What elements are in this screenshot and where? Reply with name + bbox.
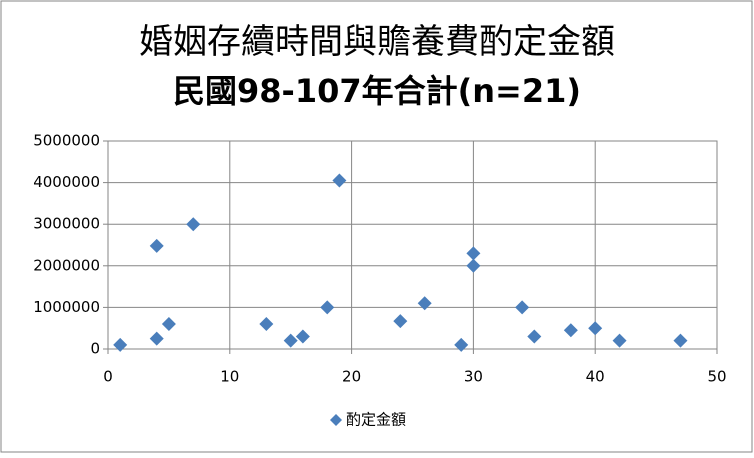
y-tick-label: 2000000 [33, 256, 100, 274]
x-tick-label: 30 [464, 368, 483, 386]
data-point [454, 337, 469, 352]
data-point [515, 300, 530, 315]
y-tick-label: 5000000 [33, 132, 100, 150]
y-tick-label: 0 [90, 340, 100, 358]
data-point [417, 296, 432, 311]
data-point [295, 329, 310, 344]
data-point [320, 300, 335, 315]
data-point [466, 246, 481, 261]
legend-marker [330, 414, 342, 426]
data-point [149, 331, 164, 346]
data-point [527, 329, 542, 344]
y-tick-label: 3000000 [33, 215, 100, 233]
data-point [161, 317, 176, 332]
y-tick-label: 1000000 [33, 298, 100, 316]
data-point [113, 337, 128, 352]
data-point [612, 333, 627, 348]
data-point [149, 238, 164, 253]
y-tick-label: 4000000 [33, 173, 100, 191]
plot-area [107, 140, 718, 350]
data-point [563, 323, 578, 338]
data-point [588, 321, 603, 336]
chart-subtitle: 民國98-107年合計(n=21) [173, 72, 581, 110]
data-point [259, 317, 274, 332]
x-tick-label: 10 [220, 368, 239, 386]
chart-title: 婚姻存續時間與贍養費酌定金額 [139, 22, 615, 62]
x-tick-label: 50 [707, 368, 726, 386]
x-tick-label: 20 [342, 368, 361, 386]
x-tick-label: 0 [103, 368, 113, 386]
data-point [283, 333, 298, 348]
legend-label: 酌定金額 [346, 411, 406, 429]
data-point [186, 217, 201, 232]
data-point [673, 333, 688, 348]
data-point [332, 173, 347, 188]
data-point [393, 314, 408, 329]
data-point [466, 258, 481, 273]
x-tick-label: 40 [586, 368, 605, 386]
